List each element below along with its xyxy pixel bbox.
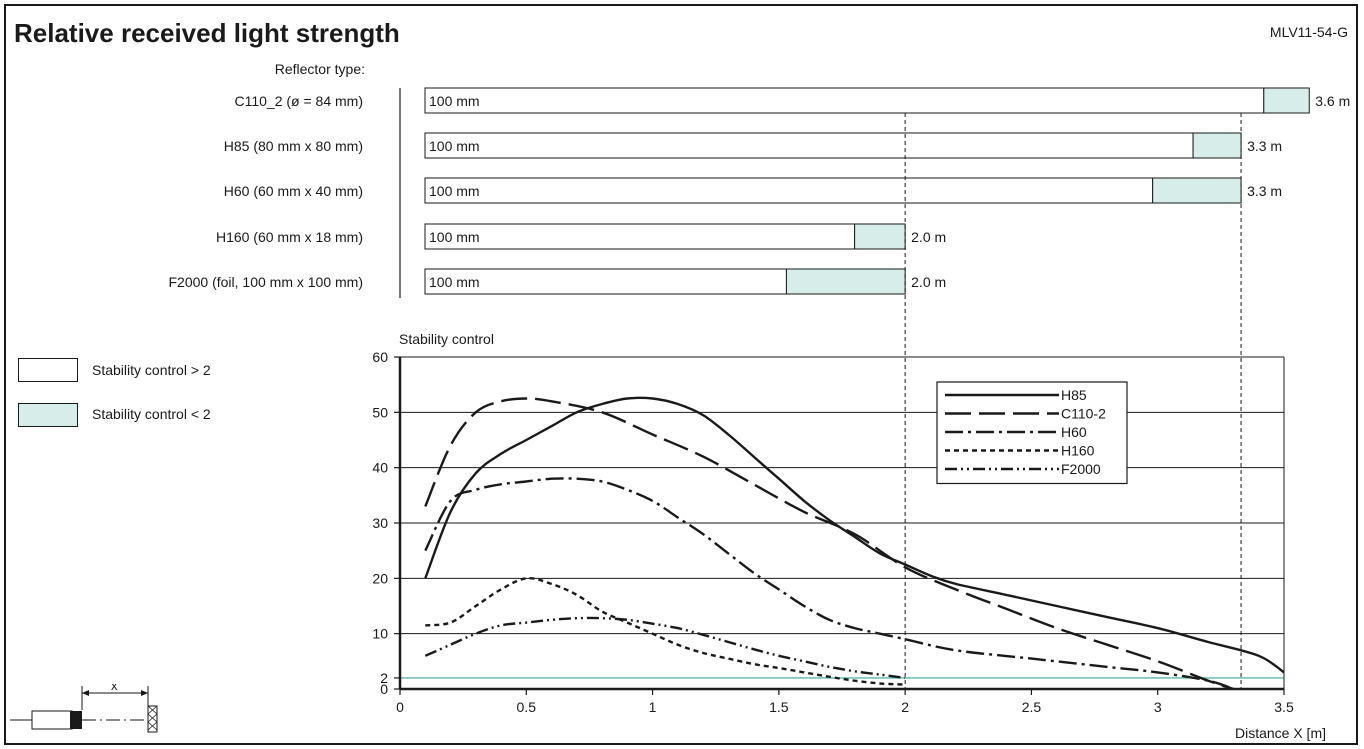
y-tick-label: 0 <box>380 681 388 697</box>
y-tick-label: 20 <box>372 570 388 586</box>
chart-series <box>424 396 1285 691</box>
bar-end-label: 3.6 m <box>1315 93 1350 109</box>
bar-unstable-segment <box>1192 132 1242 159</box>
legend-swatch-stable <box>18 358 78 382</box>
series-line-h60 <box>424 477 1234 691</box>
y-tick-label: 2 <box>380 670 388 686</box>
y-axis-label: Stability control <box>399 331 494 347</box>
x-tick-label: 3 <box>1154 699 1162 715</box>
bar-end-label: 3.3 m <box>1247 183 1282 199</box>
chart-frame <box>4 4 1358 745</box>
legend-entry-label: H85 <box>1061 387 1087 403</box>
reflector-label: H85 (80 mm x 80 mm) <box>223 138 363 154</box>
sensor-diagram-icon: x <box>10 684 158 733</box>
bar-unstable-segment <box>785 268 906 295</box>
bar-stable-segment <box>424 132 1194 159</box>
bar-start-label: 100 mm <box>429 229 480 245</box>
series-line-h160 <box>425 576 906 686</box>
x-tick-label: 2.5 <box>1022 699 1042 715</box>
reflector-bars: 100 mm 3.6 m 100 mm 3.3 m 100 mm 3.3 m 100 mm 2… <box>399 87 1350 298</box>
y-tick-label: 60 <box>372 349 388 365</box>
distance-label: x <box>111 684 118 693</box>
bar-end-label: 3.3 m <box>1247 138 1282 154</box>
bar-stable-segment <box>424 87 1265 114</box>
bar-start-label: 100 mm <box>429 274 480 290</box>
reflector-label: C110_2 (ø = 84 mm) <box>234 93 363 109</box>
x-tick-label: 3.5 <box>1274 699 1294 715</box>
bar-unstable-segment <box>1263 87 1310 114</box>
legend-label-stable: Stability control > 2 <box>92 362 211 378</box>
x-axis-label: Distance X [m] <box>1234 725 1326 741</box>
legend-entry-label: C110-2 <box>1061 406 1106 422</box>
bar-stable-segment <box>424 177 1154 204</box>
bar-stable-segment <box>424 223 856 250</box>
y-tick-label: 50 <box>372 404 388 420</box>
reference-lines <box>904 113 1242 689</box>
x-tick-label: 0.5 <box>517 699 537 715</box>
y-tick-label: 30 <box>372 515 388 531</box>
series-line-c110-2 <box>424 397 1234 691</box>
legend-label-unstable: Stability control < 2 <box>92 406 211 422</box>
bar-unstable-segment <box>854 223 906 250</box>
model-code: MLV11-54-G <box>1269 24 1348 40</box>
bar-start-label: 100 mm <box>429 93 480 109</box>
legend-swatch-unstable <box>18 403 78 427</box>
reflector-label: F2000 (foil, 100 mm x 100 mm) <box>168 274 363 290</box>
legend-entry-label: H60 <box>1061 424 1087 440</box>
x-tick-label: 2 <box>901 699 909 715</box>
bar-start-label: 100 mm <box>429 138 480 154</box>
legend-entry-label: F2000 <box>1061 461 1101 477</box>
x-tick-label: 1 <box>649 699 657 715</box>
bar-stable-segment <box>424 268 787 295</box>
bar-start-label: 100 mm <box>429 183 480 199</box>
chart-legend: H85 C110-2 H60 H160 F2000 <box>936 381 1128 485</box>
bar-unstable-segment <box>1152 177 1242 204</box>
reflector-type-header: Reflector type: <box>274 61 365 77</box>
page-title: Relative received light strength <box>14 18 400 48</box>
x-tick-label: 0 <box>396 699 404 715</box>
chart-grid <box>400 356 1285 689</box>
series-line-h85 <box>424 396 1285 674</box>
x-tick-label: 1.5 <box>769 699 789 715</box>
series-line-f2000 <box>424 616 906 680</box>
reflector-label: H160 (60 mm x 18 mm) <box>215 229 363 245</box>
bar-end-label: 2.0 m <box>911 274 946 290</box>
y-tick-label: 10 <box>372 626 388 642</box>
bar-end-label: 2.0 m <box>911 229 946 245</box>
legend-entry-label: H160 <box>1061 443 1095 459</box>
y-tick-label: 40 <box>372 460 388 476</box>
reflector-label: H60 (60 mm x 40 mm) <box>223 183 363 199</box>
